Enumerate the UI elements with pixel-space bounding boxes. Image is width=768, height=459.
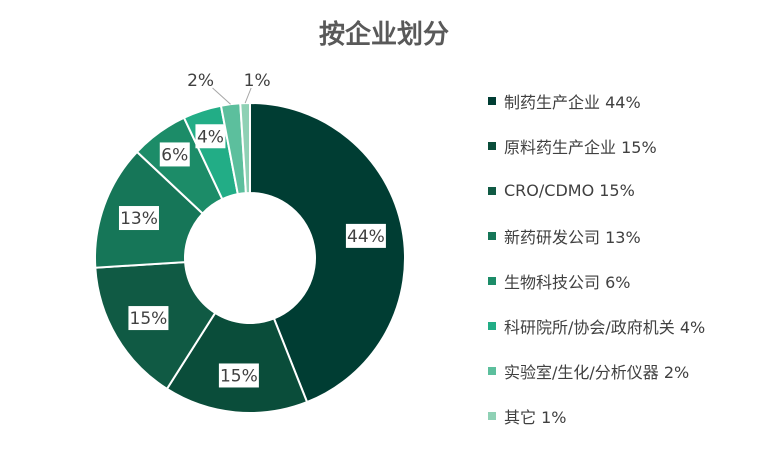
legend-swatch-6 [488,321,496,330]
legend-label-4: 新药研发公司 13% [504,227,641,247]
data-label-5: 6% [161,145,188,165]
legend-item-8: 其它 1% [488,393,705,438]
legend-swatch-2 [488,141,496,150]
legend-item-4: 新药研发公司 13% [488,213,705,258]
leader-line-7 [212,87,231,105]
chart-title: 按企业划分 [318,20,449,50]
data-label-7: 2% [187,71,214,91]
legend-item-2: 原料药生产企业 15% [488,123,705,168]
data-label-6: 4% [197,127,224,147]
legend-swatch-1 [488,96,496,105]
data-label-3: 15% [130,309,168,329]
legend-item-7: 实验室/生化/分析仪器 2% [488,348,705,393]
slice-1 [249,101,406,404]
data-label-box-6 [195,124,226,149]
data-label-1: 44% [347,227,385,247]
legend-swatch-7 [488,366,496,375]
data-label-box-2 [218,363,259,388]
leader-line-8 [244,87,252,104]
data-label-8: 1% [244,71,271,91]
legend-label-8: 其它 1% [504,407,567,427]
legend-item-3: CRO/CDMO 15% [488,168,705,213]
data-label-box-3 [128,306,169,331]
legend-swatch-5 [488,276,496,285]
data-label-box-5 [159,142,190,167]
legend-label-1: 制药生产企业 44% [504,92,641,112]
data-label-2: 15% [220,366,258,386]
legend-label-6: 科研院所/协会/政府机关 4% [504,317,706,337]
legend-swatch-3 [488,186,496,195]
legend-swatch-4 [488,231,496,240]
data-label-box-1 [345,223,386,248]
slice-8 [239,101,251,195]
legend-label-7: 实验室/生化/分析仪器 2% [504,362,690,382]
slice-2 [165,311,309,414]
legend-swatch-8 [488,411,496,420]
legend-label-2: 原料药生产企业 15% [504,137,657,157]
legend-label-5: 生物科技公司 6% [504,272,631,292]
data-label-box-4 [118,206,159,231]
legend-label-3: CRO/CDMO 15% [504,181,635,200]
data-label-4: 13% [120,209,158,229]
legend-item-5: 生物科技公司 6% [488,258,705,303]
legend: 制药生产企业 44% 原料药生产企业 15% CRO/CDMO 15% 新药研发公司 … [488,78,705,438]
legend-item-1: 制药生产企业 44% [488,78,705,123]
legend-item-6: 科研院所/协会/政府机关 4% [488,303,705,348]
